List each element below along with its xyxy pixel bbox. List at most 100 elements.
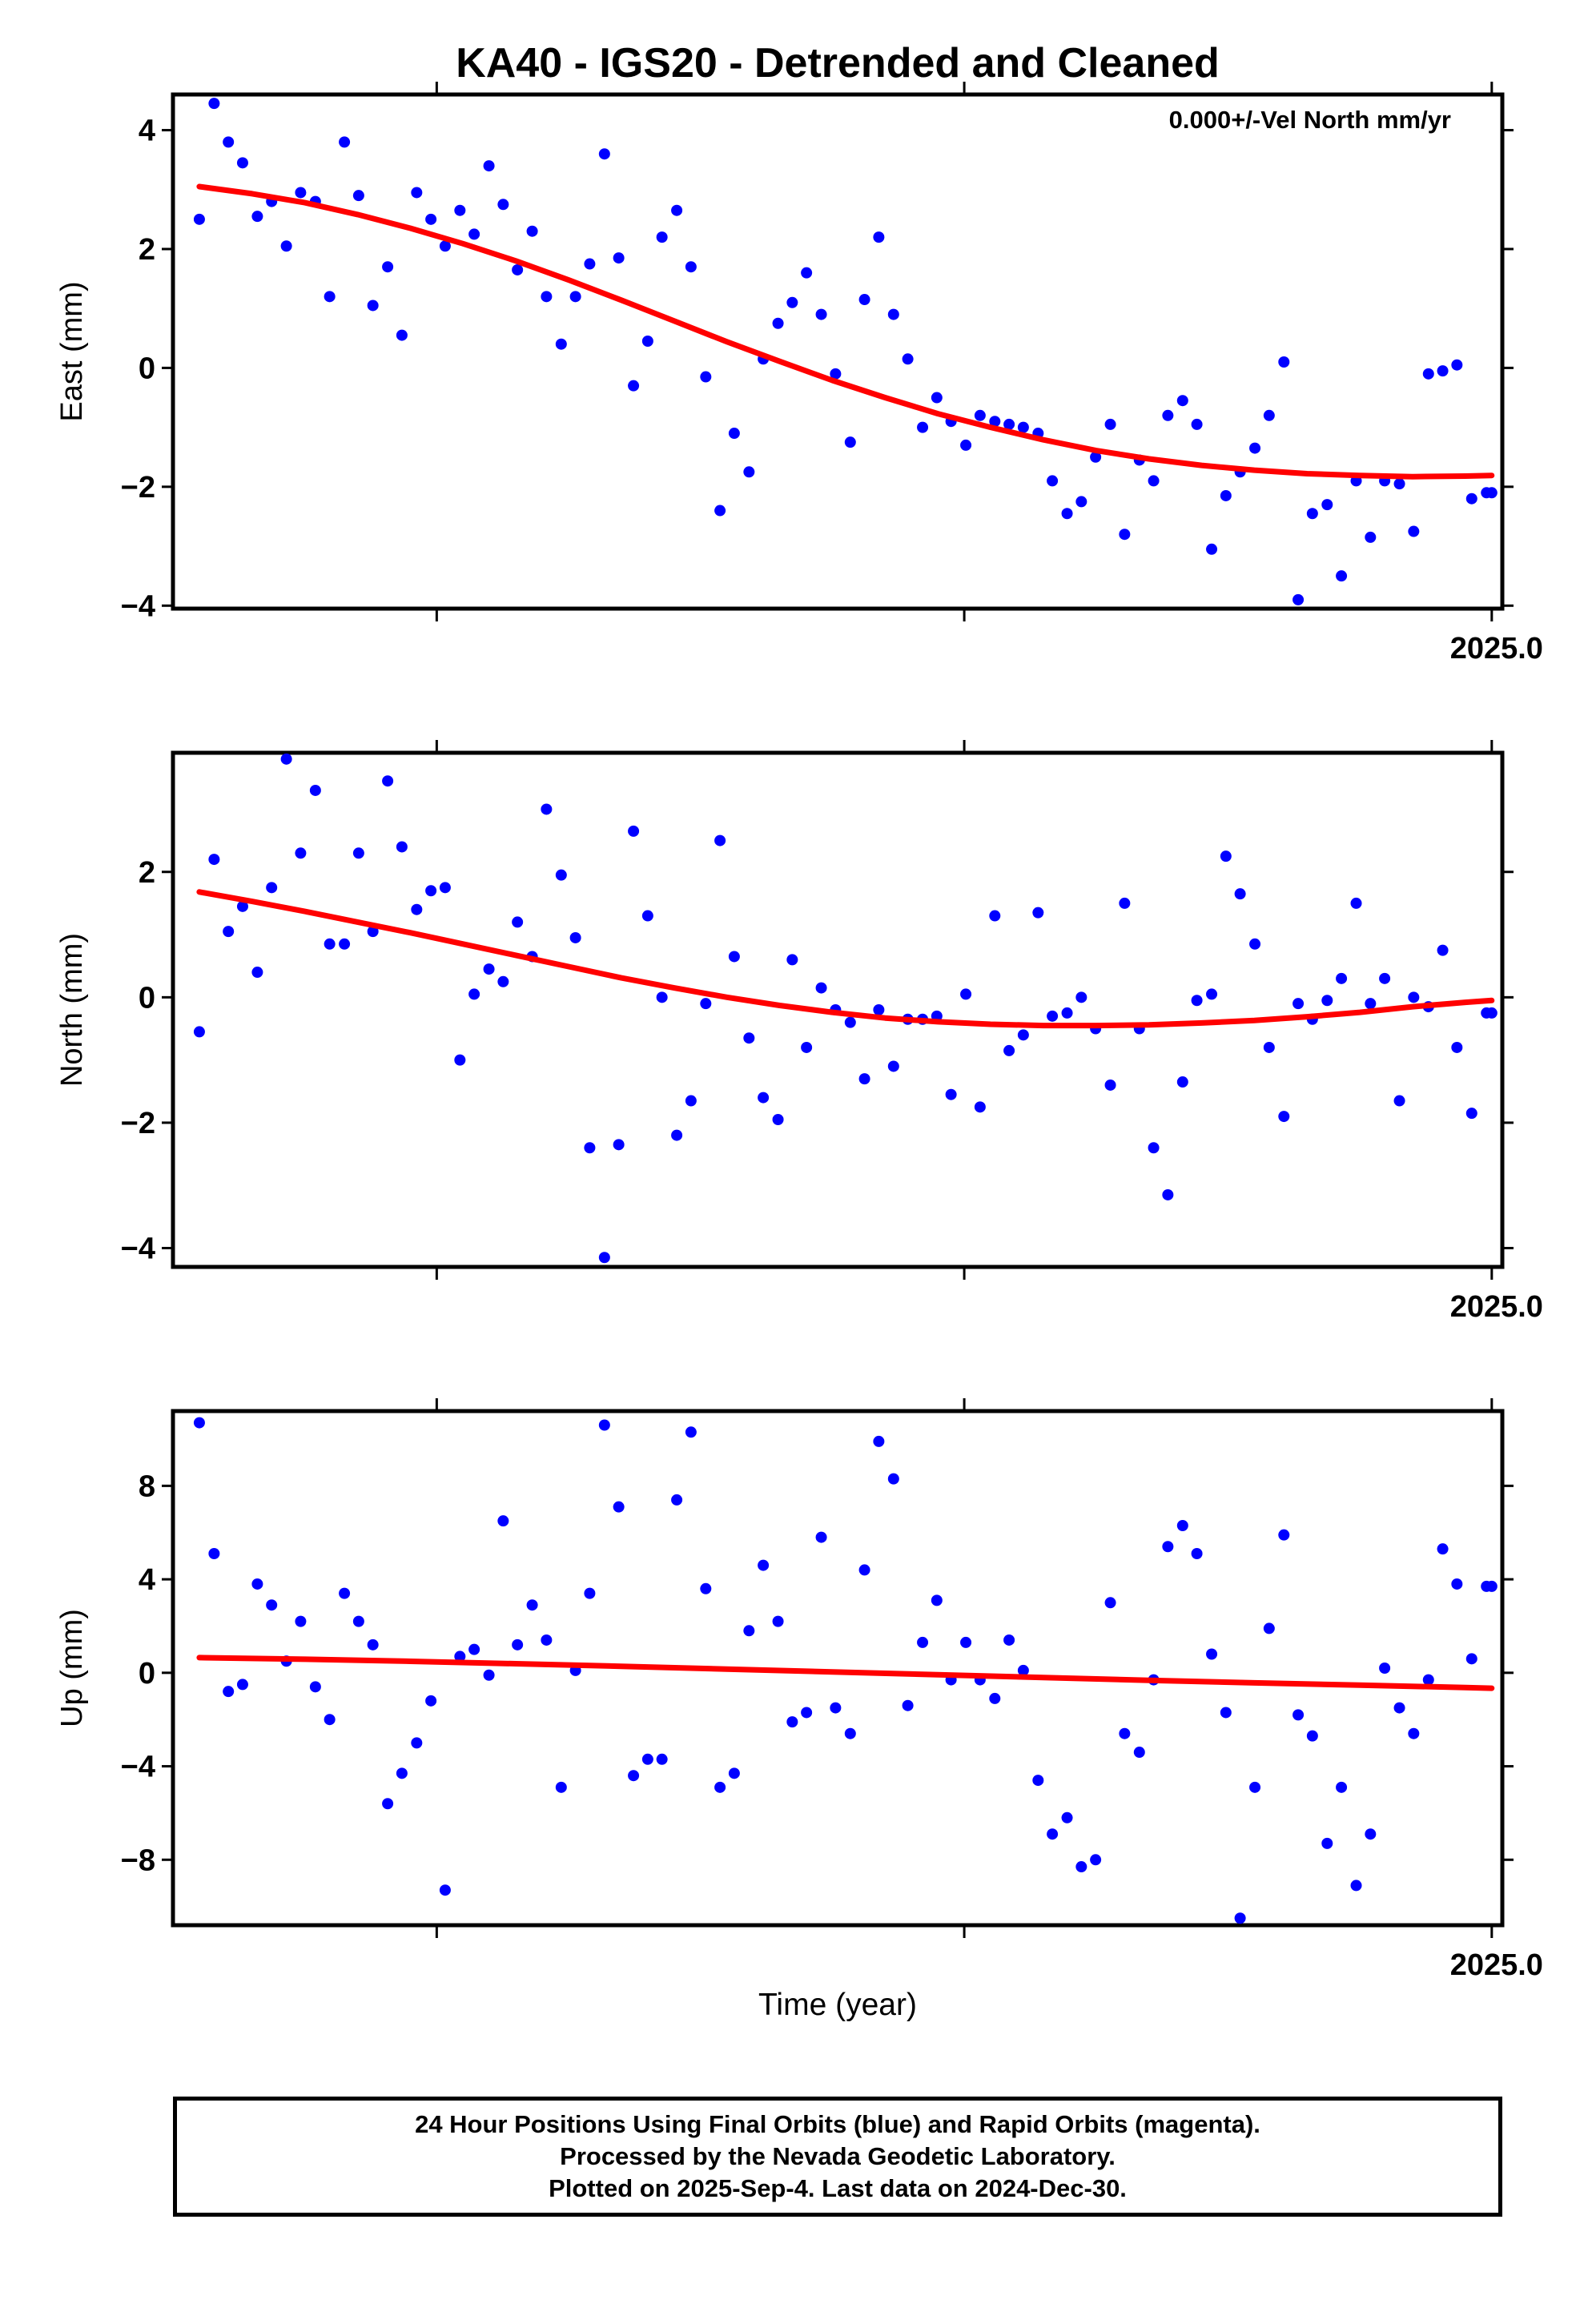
- east-data-point: [497, 199, 509, 211]
- up-data-point: [1249, 1781, 1261, 1793]
- up-plot-frame: [171, 1409, 1505, 1928]
- east-data-point: [1451, 359, 1463, 371]
- up-data-point: [208, 1548, 220, 1560]
- up-data-point: [844, 1727, 856, 1739]
- north-data-point: [1003, 1044, 1015, 1056]
- east-data-point: [743, 466, 755, 478]
- east-data-point: [324, 291, 336, 303]
- up-data-point: [801, 1707, 813, 1719]
- east-data-point: [960, 439, 972, 451]
- up-data-point: [1061, 1811, 1073, 1823]
- north-data-point: [786, 954, 798, 966]
- north-data-point: [223, 926, 235, 938]
- east-data-point: [844, 436, 856, 448]
- east-data-point: [208, 98, 220, 110]
- up-data-point: [454, 1651, 466, 1663]
- east-data-point: [671, 204, 683, 216]
- east-data-point: [1003, 418, 1015, 430]
- up-data-point: [931, 1594, 943, 1606]
- east-data-point: [1336, 570, 1348, 582]
- north-data-point: [1393, 1095, 1405, 1107]
- north-data-point: [1263, 1041, 1275, 1053]
- east-data-point: [555, 338, 567, 350]
- east-data-point: [1061, 508, 1073, 520]
- north-data-point: [396, 841, 408, 853]
- up-data-point: [1176, 1519, 1188, 1531]
- east-fit-line: [196, 183, 1495, 480]
- north-data-point: [497, 975, 509, 987]
- east-data-point: [1220, 489, 1232, 501]
- north-data-point: [193, 1026, 205, 1038]
- up-data-point: [411, 1737, 423, 1749]
- east-data-point: [1437, 365, 1449, 377]
- east-data-point: [1365, 531, 1377, 543]
- north-data-point: [1061, 1007, 1073, 1019]
- up-data-point: [1191, 1548, 1203, 1560]
- north-data-point: [1206, 988, 1218, 1000]
- up-data-point: [1321, 1837, 1333, 1849]
- north-x-tick-label: 2025.0: [1450, 1290, 1543, 1324]
- east-data-point: [1321, 499, 1333, 511]
- east-y-tick-label: −4: [121, 589, 155, 623]
- north-data-point: [1148, 1142, 1160, 1154]
- up-data-point: [1133, 1747, 1145, 1759]
- north-data-point: [208, 854, 220, 866]
- north-data-point: [411, 903, 423, 915]
- north-data-point: [887, 1060, 899, 1072]
- north-data-point: [266, 882, 278, 894]
- north-data-point: [1176, 1076, 1188, 1088]
- north-data-point: [309, 784, 321, 796]
- up-y-tick-label: 4: [139, 1563, 155, 1597]
- up-data-point: [193, 1417, 205, 1429]
- east-data-point: [1047, 475, 1059, 487]
- east-data-point: [1278, 356, 1290, 368]
- up-y-tick-label: 0: [139, 1657, 155, 1691]
- east-x-tick-label: 2025.0: [1450, 632, 1543, 665]
- up-data-point: [584, 1587, 596, 1599]
- east-data-point: [989, 416, 1001, 428]
- east-data-point: [641, 336, 653, 348]
- east-data-point: [858, 294, 870, 306]
- up-data-point: [483, 1669, 495, 1681]
- east-data-point: [411, 187, 423, 199]
- up-fit-line: [196, 1655, 1495, 1691]
- up-y-axis-label: Up (mm): [55, 1609, 89, 1727]
- footer-line-processed: Processed by the Nevada Geodetic Laborat…: [560, 2142, 1116, 2170]
- up-data-point: [714, 1781, 726, 1793]
- north-data-point: [974, 1101, 986, 1113]
- north-data-point: [772, 1114, 784, 1126]
- east-data-point: [236, 157, 248, 169]
- east-data-point: [1263, 409, 1275, 421]
- north-data-point: [1465, 1108, 1477, 1120]
- north-data-point: [584, 1142, 596, 1154]
- up-data-point: [628, 1770, 640, 1782]
- up-data-point: [396, 1767, 408, 1779]
- east-points: [193, 98, 1498, 605]
- north-fit-line: [196, 889, 1495, 1029]
- east-data-point: [1191, 418, 1203, 430]
- north-data-point: [743, 1032, 755, 1044]
- east-data-point: [223, 136, 235, 148]
- east-y-tick-label: 0: [139, 352, 155, 385]
- east-data-point: [483, 160, 495, 172]
- east-data-point: [700, 371, 712, 383]
- up-data-point: [873, 1435, 885, 1447]
- north-data-point: [1437, 944, 1449, 956]
- up-data-point: [989, 1692, 1001, 1704]
- north-data-point: [555, 869, 567, 881]
- east-data-point: [439, 240, 451, 252]
- north-data-point: [1408, 991, 1420, 1003]
- up-data-point: [367, 1638, 379, 1651]
- up-data-point: [1234, 1912, 1246, 1924]
- east-data-point: [1206, 543, 1218, 555]
- east-data-point: [1017, 421, 1029, 433]
- north-data-point: [1292, 998, 1305, 1010]
- east-data-point: [468, 228, 480, 240]
- north-data-point: [989, 910, 1001, 922]
- up-data-point: [339, 1587, 351, 1599]
- north-data-point: [439, 882, 451, 894]
- north-y-axis-label: North (mm): [55, 933, 89, 1087]
- east-data-point: [382, 261, 394, 273]
- north-data-point: [512, 916, 524, 928]
- up-data-point: [541, 1634, 553, 1646]
